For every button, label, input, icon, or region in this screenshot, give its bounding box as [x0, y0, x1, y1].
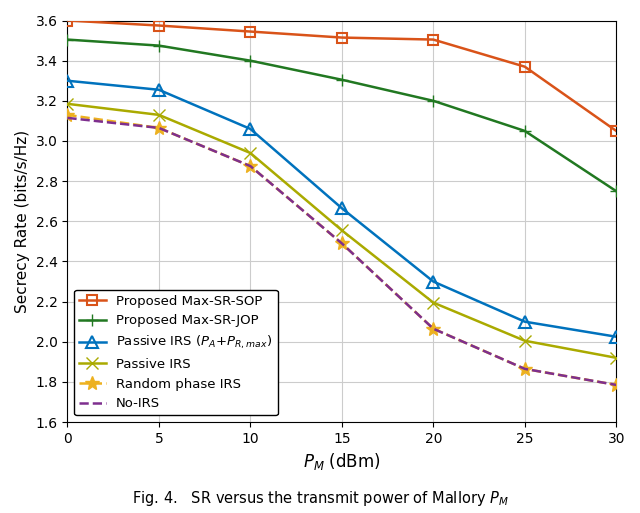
Proposed Max-SR-JOP [63, 36, 71, 43]
Passive IRS (P_A+P_{R,max}) [612, 333, 620, 340]
Random phase IRS [63, 112, 71, 118]
Passive IRS [155, 112, 163, 118]
Proposed Max-SR-JOP [338, 76, 346, 83]
Proposed Max-SR-JOP [429, 98, 437, 104]
Passive IRS [612, 355, 620, 361]
Line: No-IRS: No-IRS [67, 118, 616, 385]
Random phase IRS [429, 326, 437, 332]
No-IRS [246, 163, 254, 169]
No-IRS [338, 240, 346, 246]
Passive IRS [338, 227, 346, 233]
Proposed Max-SR-JOP [521, 128, 529, 134]
Proposed Max-SR-SOP [63, 17, 71, 24]
Passive IRS [63, 101, 71, 107]
Legend: Proposed Max-SR-SOP, Proposed Max-SR-JOP, Passive IRS ($P_A$+$P_{R,max}$), Passi: Proposed Max-SR-SOP, Proposed Max-SR-JOP… [74, 289, 278, 416]
Proposed Max-SR-SOP [155, 23, 163, 29]
No-IRS [429, 326, 437, 332]
No-IRS [612, 382, 620, 388]
Proposed Max-SR-SOP [246, 28, 254, 34]
Random phase IRS [246, 163, 254, 169]
Passive IRS (P_A+P_{R,max}) [429, 279, 437, 285]
No-IRS [155, 125, 163, 131]
No-IRS [63, 115, 71, 121]
Proposed Max-SR-SOP [521, 64, 529, 70]
Proposed Max-SR-JOP [612, 188, 620, 194]
Random phase IRS [521, 366, 529, 372]
X-axis label: $P_M$ (dBm): $P_M$ (dBm) [303, 451, 381, 472]
Line: Random phase IRS: Random phase IRS [60, 108, 623, 392]
Proposed Max-SR-JOP [246, 57, 254, 64]
Line: Proposed Max-SR-SOP: Proposed Max-SR-SOP [63, 15, 621, 136]
Random phase IRS [338, 240, 346, 246]
Y-axis label: Secrecy Rate (bits/s/Hz): Secrecy Rate (bits/s/Hz) [15, 130, 30, 313]
Random phase IRS [612, 382, 620, 388]
Passive IRS [521, 338, 529, 344]
Passive IRS (P_A+P_{R,max}) [521, 319, 529, 325]
Proposed Max-SR-JOP [155, 43, 163, 49]
Passive IRS [429, 300, 437, 306]
Line: Passive IRS (P_A+P_{R,max}): Passive IRS (P_A+P_{R,max}) [62, 75, 622, 342]
Line: Proposed Max-SR-JOP: Proposed Max-SR-JOP [61, 33, 623, 198]
Passive IRS (P_A+P_{R,max}) [155, 87, 163, 93]
Line: Passive IRS: Passive IRS [62, 98, 622, 363]
Random phase IRS [155, 125, 163, 131]
Passive IRS [246, 150, 254, 156]
Text: Fig. 4.   SR versus the transmit power of Mallory $P_M$: Fig. 4. SR versus the transmit power of … [132, 489, 508, 508]
Proposed Max-SR-SOP [612, 128, 620, 134]
Passive IRS (P_A+P_{R,max}) [246, 126, 254, 132]
No-IRS [521, 366, 529, 372]
Proposed Max-SR-SOP [429, 36, 437, 43]
Passive IRS (P_A+P_{R,max}) [338, 205, 346, 211]
Proposed Max-SR-SOP [338, 34, 346, 41]
Passive IRS (P_A+P_{R,max}) [63, 77, 71, 84]
